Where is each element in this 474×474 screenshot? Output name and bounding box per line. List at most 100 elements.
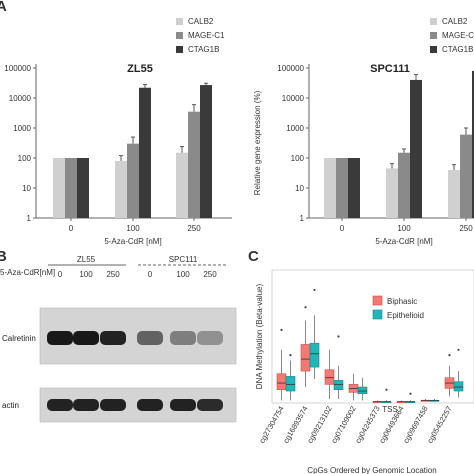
outlier-point: [457, 348, 460, 351]
legend-swatch-0: [430, 18, 437, 25]
y-tick-label: 100000: [277, 64, 304, 73]
tss-label: TSS: [382, 405, 398, 414]
blot-band: [197, 399, 223, 411]
treatment-row-label: 5-Aza-CdR[nM]: [0, 268, 55, 277]
outlier-point: [448, 354, 451, 357]
box-epithelioid: [357, 386, 368, 394]
bar-calb2: [386, 168, 398, 218]
x-tick-label: 250: [459, 224, 473, 233]
blot-band: [73, 331, 99, 345]
legend-swatch-2: [430, 46, 437, 53]
box-biphasic: [324, 369, 335, 385]
outlier-point: [337, 335, 340, 338]
lane-label: 100: [79, 270, 93, 279]
legend-label-2: CTAG1B: [188, 45, 219, 54]
group-label-spc111: SPC111: [169, 255, 198, 264]
legend-swatch-1: [430, 32, 437, 39]
lane-label: 250: [203, 270, 217, 279]
panel-letter-c: C: [248, 248, 259, 265]
x-tick-label: 0: [340, 224, 345, 233]
legend-label-2: CTAG1B: [442, 45, 473, 54]
bar-calb2: [115, 160, 127, 218]
western-blot: 5-Aza-CdR[nM] ZL55 SPC111 0 100 250 0 100 250 Cal…: [0, 255, 237, 423]
blot-band: [170, 399, 196, 411]
bar-ctag1b: [200, 85, 212, 219]
lane-label: 0: [58, 270, 63, 279]
lane-label: 0: [148, 270, 153, 279]
bar-mage-c1: [127, 143, 139, 218]
x-tick-label: 100: [126, 224, 140, 233]
bar-ctag1b: [139, 87, 151, 218]
blot-band: [47, 331, 73, 345]
bar-calb2: [176, 152, 188, 218]
outlier-point: [280, 328, 283, 331]
outlier-point: [313, 288, 316, 292]
panel-letter-b: B: [0, 248, 7, 265]
blot-band: [100, 331, 126, 345]
blot-band: [47, 399, 73, 411]
y-tick-label: 10: [22, 184, 31, 193]
x-tick-label: 250: [187, 224, 201, 233]
bar-mage-c1: [188, 111, 200, 218]
legend-label-biphasic: Biphasic: [387, 297, 417, 306]
blot-band: [137, 399, 163, 411]
chart-title: SPC111: [370, 63, 410, 75]
x-tick-label: 0: [69, 224, 74, 233]
legend-swatch-1: [176, 32, 183, 39]
y-tick-label: 1000: [286, 124, 304, 133]
y-tick-label: 1: [27, 214, 32, 223]
bar-mage-c1: [65, 158, 77, 218]
lane-label: 250: [106, 270, 120, 279]
box-epithelioid: [309, 342, 320, 368]
blot-label-actin: actin: [2, 401, 19, 410]
plot-area: [271, 269, 474, 404]
blot-band: [197, 331, 223, 345]
bar-ctag1b: [348, 158, 360, 218]
y-tick-label: 10000: [282, 94, 305, 103]
bar-ctag1b: [410, 79, 422, 218]
box-epithelioid: [333, 380, 344, 391]
chart-title: ZL55: [127, 63, 153, 75]
box-biphasic: [276, 373, 287, 390]
blot-band: [170, 331, 196, 345]
x-axis-label: 5-Aza-CdR [nM]: [104, 237, 161, 246]
y-tick-label: 100: [291, 154, 305, 163]
box-epithelioid: [453, 381, 464, 392]
legend-label-epithelioid: Epithelioid: [387, 311, 424, 320]
legend-label-0: CALB2: [188, 17, 214, 26]
legend-label-0: CALB2: [442, 17, 468, 26]
outlier-point: [289, 354, 292, 357]
group-label-zl55: ZL55: [77, 255, 96, 264]
blot-band: [137, 331, 163, 345]
outlier-point: [409, 392, 412, 395]
blot-band: [100, 399, 126, 411]
bar-mage-c1: [398, 152, 410, 218]
y-tick-label: 100: [18, 154, 32, 163]
y-axis-label: DNA Methylation (Beta-value): [255, 283, 264, 389]
legend-label-1: MAGE-C1: [188, 31, 225, 40]
blot-band: [73, 399, 99, 411]
box-biphasic: [300, 344, 311, 372]
x-axis-label: CpGs Ordered by Genomic Location: [307, 466, 436, 474]
box-plot-methylation: DNA Methylation (Beta-value)cg27304754cg…: [255, 269, 474, 474]
x-tick-label: 100: [397, 224, 411, 233]
bar-calb2: [53, 158, 65, 218]
bar-calb2: [324, 158, 336, 218]
y-tick-label: 1: [300, 214, 305, 223]
bar-ctag1b: [472, 70, 474, 218]
bar-calb2: [448, 169, 460, 218]
panel-letter-a: A: [0, 0, 7, 15]
y-tick-label: 10000: [9, 94, 32, 103]
outlier-point: [385, 388, 388, 391]
legend-swatch-2: [176, 46, 183, 53]
blot-label-calretinin: Calretinin: [2, 334, 36, 343]
x-axis-label: 5-Aza-CdR [nM]: [375, 237, 432, 246]
legend-swatch-0: [176, 18, 183, 25]
outlier-point: [304, 306, 307, 309]
y-axis-label: Relative gene expression (%): [253, 90, 262, 195]
lane-label: 100: [176, 270, 190, 279]
bar-mage-c1: [460, 134, 472, 218]
legend-swatch-epithelioid: [372, 309, 383, 320]
